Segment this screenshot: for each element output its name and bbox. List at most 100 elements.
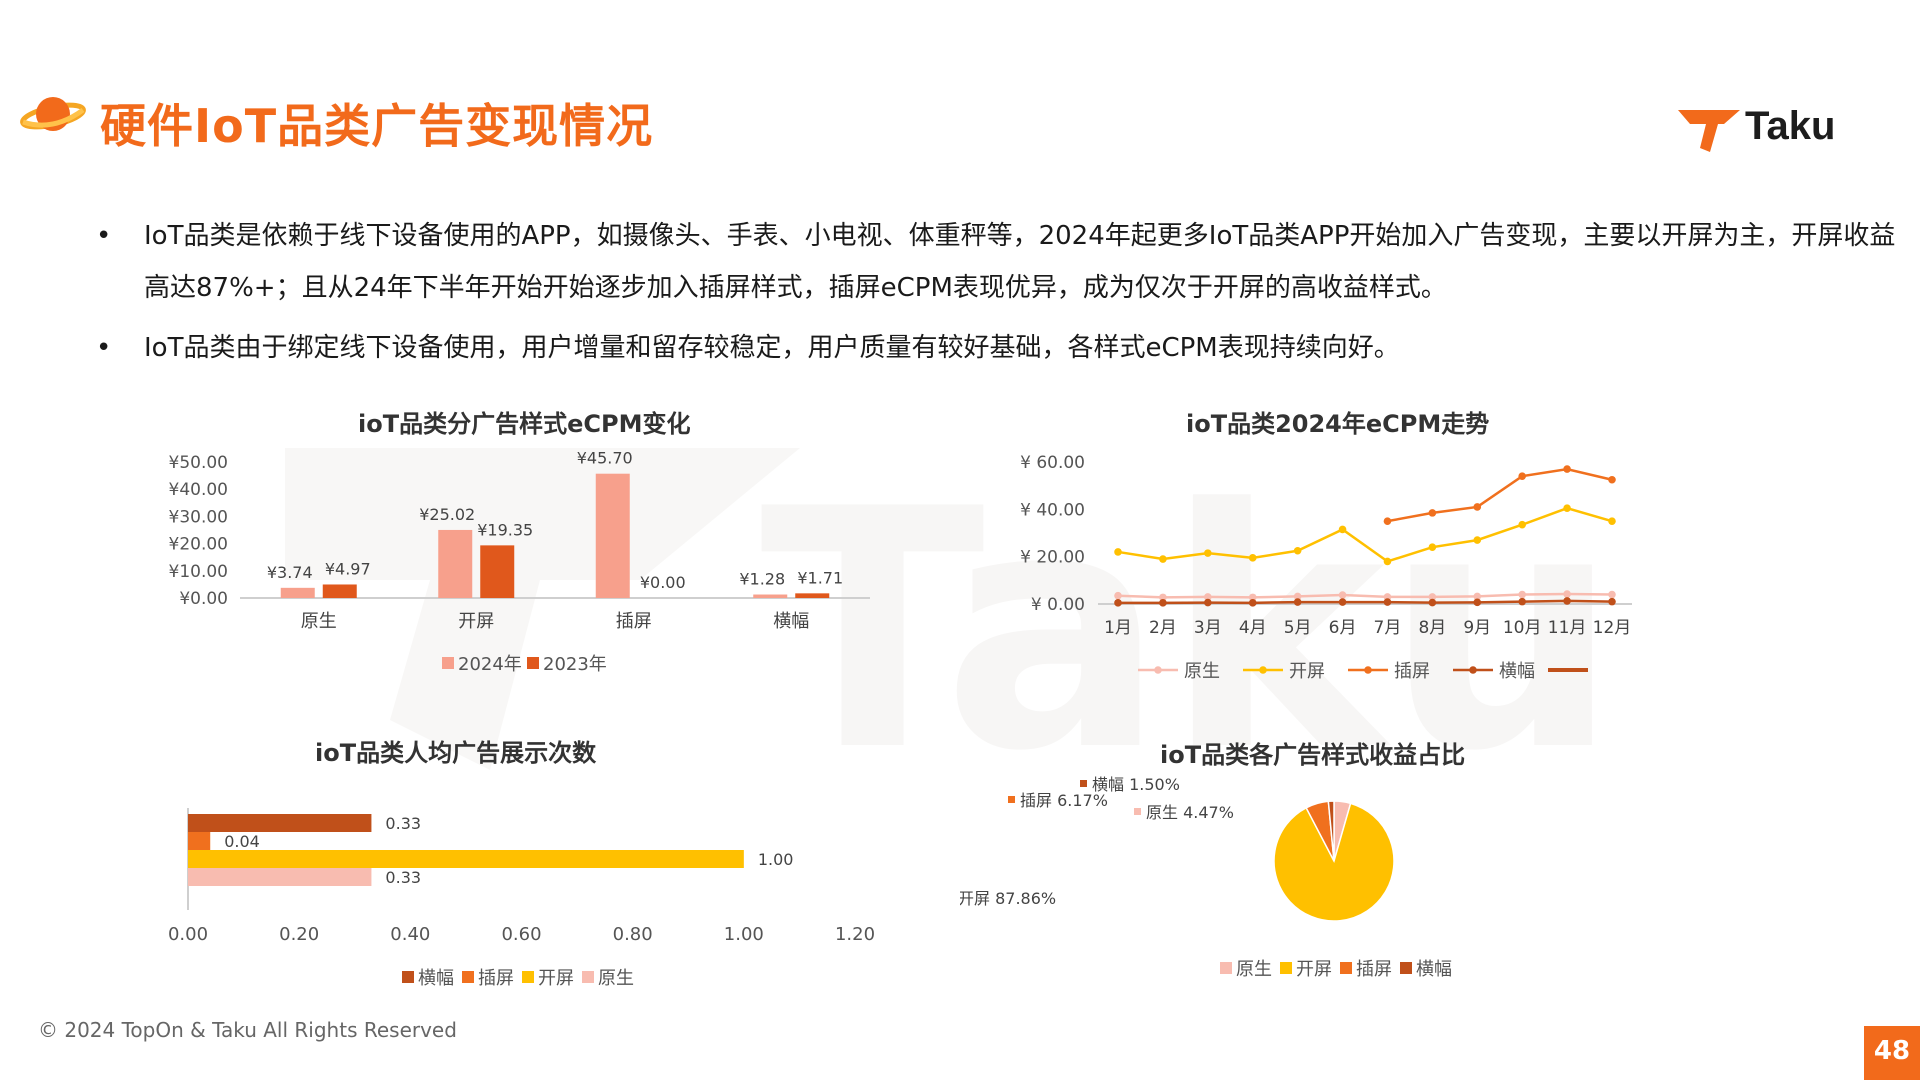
y-tick-label: ¥ 0.00: [1031, 595, 1085, 615]
point-原生: [1608, 590, 1616, 599]
bar-2023年: [480, 545, 515, 598]
point-横幅: [1608, 597, 1616, 606]
legend-label: 原生: [598, 968, 634, 989]
x-tick-label: 11月: [1548, 618, 1587, 638]
legend-marker: [1259, 666, 1267, 674]
point-开屏: [1293, 546, 1302, 555]
x-tick-label: 插屏: [616, 611, 652, 632]
bar-开屏: [188, 850, 744, 868]
y-tick-label: ¥10.00: [169, 562, 228, 582]
legend-swatch: [582, 971, 594, 983]
series-line-开屏: [1117, 506, 1613, 563]
copyright-footer: © 2024 TopOn & Taku All Rights Reserved: [38, 1018, 457, 1042]
point-横幅: [1428, 598, 1437, 607]
legend-marker: [1364, 666, 1372, 674]
y-tick-label: ¥ 20.00: [1020, 548, 1085, 568]
data-label: ¥0.00: [640, 573, 686, 592]
data-label: ¥25.02: [419, 505, 475, 524]
revenue-share-pie-chart: 原生 4.47% 开屏 87.86% 插屏 6.17%横幅 1.50% 原生 开屏 插屏 横…: [960, 775, 1452, 980]
logo-text: Taku: [1745, 104, 1836, 148]
taku-logo-icon: [1678, 110, 1740, 152]
x-tick-label: 1.00: [724, 924, 764, 945]
bar-横幅: [188, 814, 372, 832]
data-label: 插屏 6.17%: [1020, 791, 1108, 810]
legend-swatch: [462, 971, 474, 983]
label-marker: [1008, 796, 1015, 803]
point-原生: [1204, 593, 1212, 601]
planet-icon: [20, 97, 86, 131]
y-tick-label: ¥ 60.00: [1020, 453, 1085, 473]
x-tick-label: 1月: [1104, 618, 1132, 638]
bar-2023年: [795, 593, 830, 598]
data-label: 开屏 87.86%: [960, 889, 1056, 908]
data-label: ¥1.28: [739, 570, 785, 589]
legend-label: 插屏: [1356, 959, 1392, 980]
series-line-原生: [1117, 592, 1613, 599]
legend-label: 横幅: [1499, 661, 1535, 682]
point-横幅: [1473, 598, 1482, 607]
legend-label: 横幅: [1416, 959, 1452, 980]
chart1-title: ioT品类分广告样式eCPM变化: [358, 410, 691, 438]
point-原生: [1383, 593, 1392, 601]
point-开屏: [1563, 504, 1571, 512]
data-label: ¥1.71: [797, 568, 843, 587]
data-label: ¥45.70: [577, 449, 633, 468]
point-横幅: [1293, 598, 1302, 606]
point-原生: [1338, 591, 1347, 599]
point-开屏: [1428, 543, 1437, 551]
y-tick-label: ¥0.00: [179, 589, 228, 609]
x-tick-label: 0.40: [390, 924, 430, 945]
ecpm-trend-line-chart: ¥ 0.00 ¥ 20.00 ¥ 40.00 ¥ 60.00 1月 2月 3月 4月 5月 6月 7…: [1020, 453, 1632, 682]
x-tick-label: 0.80: [613, 924, 653, 945]
legend-swatch: [1340, 962, 1352, 974]
bar-插屏: [188, 832, 211, 850]
legend-swatch: [1400, 962, 1412, 974]
x-tick-label: 2月: [1149, 618, 1177, 638]
legend-label: 横幅: [418, 968, 454, 989]
point-开屏: [1114, 548, 1122, 556]
point-横幅: [1338, 598, 1347, 606]
svg-text:Taku: Taku: [760, 439, 1620, 823]
x-tick-label: 7月: [1374, 618, 1402, 638]
x-tick-label: 原生: [301, 611, 337, 632]
y-tick-label: ¥30.00: [169, 507, 228, 527]
x-tick-label: 0.60: [501, 924, 541, 945]
point-插屏: [1473, 503, 1482, 511]
bar-2024年: [438, 529, 473, 598]
point-开屏: [1608, 517, 1616, 525]
bullet-dot: •: [96, 333, 112, 363]
y-tick-label: ¥50.00: [169, 453, 228, 473]
bar-原生: [188, 868, 372, 886]
point-开屏: [1473, 536, 1482, 544]
bullet-1-text: IoT品类是依赖于线下设备使用的APP，如摄像头、手表、小电视、体重秤等，202…: [144, 221, 1896, 303]
point-原生: [1159, 593, 1167, 602]
legend-marker: [1154, 666, 1162, 674]
data-label: ¥19.35: [477, 520, 533, 539]
point-开屏: [1338, 525, 1347, 534]
x-tick-label: 开屏: [458, 611, 494, 632]
x-tick-label: 0.20: [279, 924, 319, 945]
label-marker: [1080, 780, 1087, 787]
legend-label: 开屏: [1296, 959, 1332, 980]
point-原生: [1563, 590, 1571, 598]
pie-slice-开屏: [1273, 802, 1395, 922]
x-tick-label: 横幅: [773, 611, 809, 632]
point-原生: [1293, 592, 1302, 601]
point-横幅: [1563, 597, 1571, 605]
ecpm-by-format-bar-chart: ¥0.00 ¥10.00 ¥20.00 ¥30.00 ¥40.00 ¥50.00 ¥3.74…: [169, 449, 870, 675]
x-tick-label: 5月: [1284, 618, 1312, 638]
point-插屏: [1518, 472, 1526, 481]
legend-label: 2023年: [543, 654, 607, 675]
point-开屏: [1159, 555, 1167, 563]
point-插屏: [1608, 475, 1616, 484]
legend-label: 开屏: [1289, 661, 1325, 682]
legend-label: 插屏: [478, 968, 514, 989]
label-marker: [1134, 808, 1141, 815]
y-tick-label: ¥ 40.00: [1020, 500, 1085, 520]
bullet-2-text: IoT品类由于绑定线下设备使用，用户增量和留存较稳定，用户质量有较好基础，各样式…: [144, 333, 1400, 363]
point-原生: [1114, 591, 1122, 600]
legend-swatch: [1220, 962, 1232, 974]
data-label: 横幅 1.50%: [1092, 775, 1180, 794]
point-开屏: [1518, 520, 1526, 529]
legend-marker: [1469, 666, 1477, 674]
